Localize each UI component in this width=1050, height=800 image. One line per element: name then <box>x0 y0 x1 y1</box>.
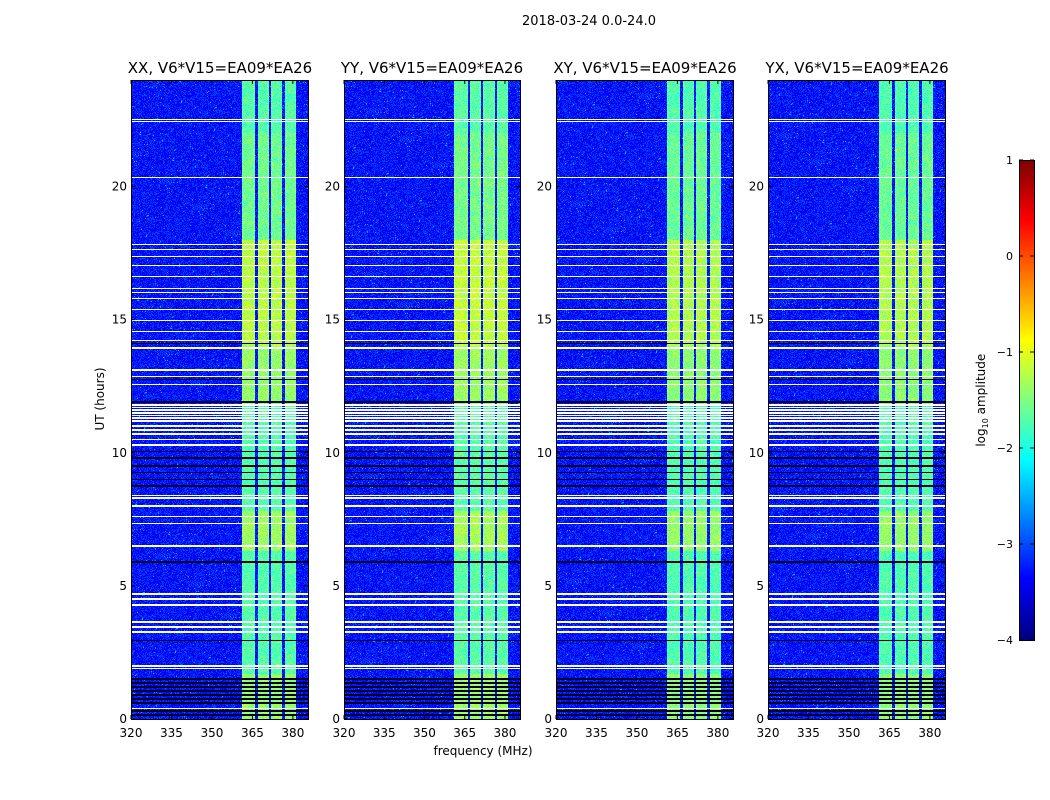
panel-frame <box>131 80 309 720</box>
y-tick-label: 20 <box>749 180 764 194</box>
x-tick-label: 350 <box>625 726 648 740</box>
x-tick-label: 350 <box>837 726 860 740</box>
y-tick-label: 5 <box>332 579 340 593</box>
panel-frame <box>768 80 946 720</box>
x-tick-label: 350 <box>200 726 223 740</box>
heatmap-panel-xx <box>131 80 308 719</box>
heatmap-panel-xy <box>556 80 733 719</box>
heatmap-panel-yx <box>768 80 945 719</box>
figure-title: 2018-03-24 0.0-24.0 <box>522 14 656 29</box>
colorbar-tick-label: 0 <box>1006 250 1013 263</box>
x-tick-label: 320 <box>545 726 568 740</box>
colorbar-label-sub: 10 <box>981 418 991 429</box>
colorbar-label-suffix: amplitude <box>973 353 988 419</box>
x-tick-label: 365 <box>241 726 264 740</box>
colorbar-tick-label: −4 <box>997 634 1013 647</box>
panel-frame <box>556 80 734 720</box>
x-tick-label: 365 <box>878 726 901 740</box>
x-tick-label: 380 <box>918 726 941 740</box>
y-tick-label: 10 <box>537 446 552 460</box>
x-tick-label: 365 <box>453 726 476 740</box>
colorbar-tick-label: 1 <box>1006 154 1013 167</box>
colorbar <box>1019 160 1034 640</box>
y-tick-label: 10 <box>325 446 340 460</box>
y-tick-label: 10 <box>749 446 764 460</box>
colorbar-tick-label: −3 <box>997 538 1013 551</box>
panel-title-xx: XX, V6*V15=EA09*EA26 <box>127 59 313 77</box>
colorbar-label: log10 amplitude <box>974 340 990 460</box>
y-tick-label: 10 <box>112 446 127 460</box>
y-tick-label: 0 <box>119 712 127 726</box>
panel-title-xy: XY, V6*V15=EA09*EA26 <box>553 59 737 77</box>
y-tick-label: 15 <box>325 313 340 327</box>
x-axis-label: frequency (MHz) <box>433 744 533 758</box>
x-tick-label: 335 <box>585 726 608 740</box>
colorbar-tick-label: −1 <box>997 346 1013 359</box>
y-tick-label: 20 <box>112 180 127 194</box>
y-tick-label: 0 <box>332 712 340 726</box>
colorbar-frame <box>1019 160 1035 641</box>
y-tick-label: 5 <box>119 579 127 593</box>
x-tick-label: 335 <box>373 726 396 740</box>
panel-frame <box>344 80 521 720</box>
panel-title-yx: YX, V6*V15=EA09*EA26 <box>765 59 949 77</box>
x-tick-label: 380 <box>281 726 304 740</box>
x-tick-label: 335 <box>797 726 820 740</box>
x-tick-label: 335 <box>160 726 183 740</box>
x-tick-label: 320 <box>757 726 780 740</box>
x-tick-label: 380 <box>494 726 517 740</box>
y-axis-label: UT (hours) <box>93 367 107 431</box>
y-tick-label: 15 <box>749 313 764 327</box>
colorbar-label-prefix: log <box>973 428 988 447</box>
y-tick-label: 5 <box>756 579 764 593</box>
y-tick-label: 20 <box>537 180 552 194</box>
y-tick-label: 20 <box>325 180 340 194</box>
x-tick-label: 350 <box>413 726 436 740</box>
y-tick-label: 0 <box>756 712 764 726</box>
y-tick-label: 5 <box>544 579 552 593</box>
heatmap-panel-yy <box>344 80 520 719</box>
x-tick-label: 365 <box>666 726 689 740</box>
y-tick-label: 0 <box>544 712 552 726</box>
x-tick-label: 380 <box>706 726 729 740</box>
x-tick-label: 320 <box>333 726 356 740</box>
panel-title-yy: YY, V6*V15=EA09*EA26 <box>340 59 524 77</box>
y-tick-label: 15 <box>537 313 552 327</box>
y-tick-label: 15 <box>112 313 127 327</box>
x-tick-label: 320 <box>120 726 143 740</box>
colorbar-tick-label: −2 <box>997 442 1013 455</box>
